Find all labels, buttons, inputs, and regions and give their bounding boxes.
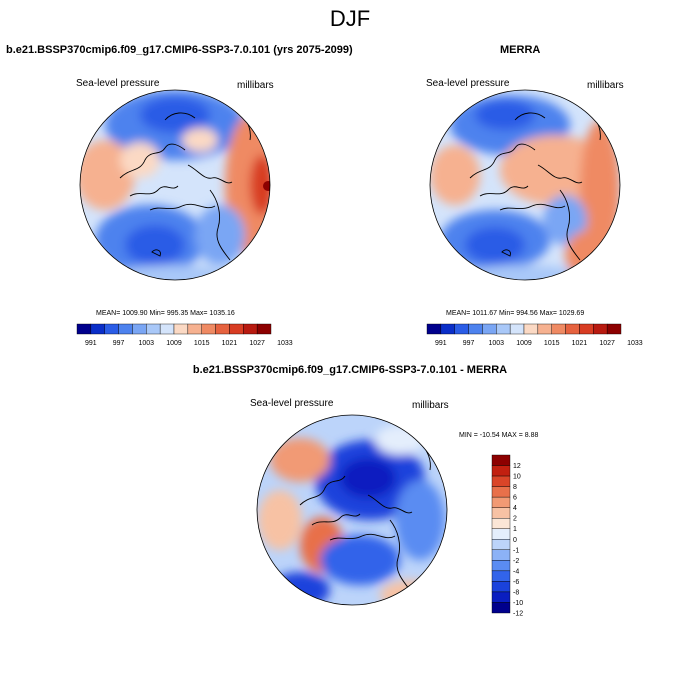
obs-colorbar-tick-label: 1033: [627, 340, 643, 347]
model-colorbar-swatch: [187, 323, 202, 335]
obs-colorbar-swatch: [537, 323, 552, 335]
model-stats: MEAN= 1009.90 Min= 995.35 Max= 1035.16: [96, 310, 235, 317]
diff-colorbar-tick-label: -12: [513, 611, 523, 618]
obs-colorbar-tick-label: 997: [463, 340, 475, 347]
obs-colorbar-tick-label: 1021: [572, 340, 588, 347]
diff-colorbar-tick-label: 2: [513, 516, 517, 523]
obs-colorbar-swatch: [482, 323, 497, 335]
obs-colorbar-swatch: [440, 323, 455, 335]
diff-colorbar-swatch: [491, 507, 511, 519]
model-colorbar-tick-label: 1021: [222, 340, 238, 347]
obs-colorbar-swatch: [593, 323, 608, 335]
model-panel-title: b.e21.BSSP370cmip6.f09_g17.CMIP6-SSP3-7.…: [6, 44, 353, 56]
model-colorbar-tick-label: 1027: [249, 340, 265, 347]
diff-colorbar-swatch: [491, 602, 511, 614]
obs-units-label: millibars: [587, 80, 624, 91]
diff-colorbar-tick-label: 12: [513, 463, 521, 470]
diff-colorbar-tick-label: 10: [513, 474, 521, 481]
diff-colorbar-swatch: [491, 486, 511, 498]
model-units-label: millibars: [237, 80, 274, 91]
diff-colorbar-swatch: [491, 591, 511, 603]
model-colorbar-tick-label: 1033: [277, 340, 293, 347]
obs-colorbar-swatch: [426, 323, 442, 335]
obs-colorbar-swatch: [454, 323, 469, 335]
diff-colorbar-tick-label: 1: [513, 526, 517, 533]
model-colorbar: 991 997 1003 1009 1015 1021 1027 1033: [76, 323, 293, 347]
obs-colorbar-tick-label: 1027: [599, 340, 615, 347]
model-colorbar-tick-label: 1015: [194, 340, 210, 347]
diff-colorbar-swatch: [491, 539, 511, 550]
obs-colorbar-swatch: [523, 323, 539, 335]
diff-stats: MIN = -10.54 MAX = 8.88: [459, 432, 539, 439]
obs-polar-map: [429, 89, 621, 281]
diff-colorbar-swatch: [491, 549, 511, 561]
diff-colorbar-swatch: [491, 454, 511, 466]
diff-colorbar-tick-label: -6: [513, 579, 519, 586]
model-colorbar-swatch: [256, 323, 272, 335]
model-colorbar-swatch: [229, 323, 244, 335]
diff-panel-title: b.e21.BSSP370cmip6.f09_g17.CMIP6-SSP3-7.…: [192, 364, 508, 376]
obs-colorbar-swatch: [551, 323, 566, 335]
diff-colorbar-tick-label: -10: [513, 600, 523, 607]
model-colorbar-swatch: [201, 323, 216, 335]
model-variable-label: Sea-level pressure: [76, 78, 160, 89]
obs-stats: MEAN= 1011.67 Min= 994.56 Max= 1029.69: [446, 310, 585, 317]
diff-colorbar-tick-label: 0: [513, 537, 517, 544]
model-colorbar-swatch: [243, 323, 258, 335]
diff-colorbar-swatch: [491, 528, 511, 540]
model-colorbar-swatch: [132, 323, 147, 335]
model-colorbar-tick-label: 997: [113, 340, 125, 347]
obs-colorbar-swatch: [565, 323, 580, 335]
model-colorbar-swatch: [146, 323, 161, 335]
obs-variable-label: Sea-level pressure: [426, 78, 510, 89]
diff-colorbar-tick-label: 8: [513, 484, 517, 491]
diff-colorbar-tick-label: 6: [513, 495, 517, 502]
diff-colorbar-swatch: [491, 518, 511, 529]
obs-colorbar-swatch: [468, 323, 483, 335]
diff-polar-map: [256, 414, 448, 606]
diff-colorbar-swatch: [491, 570, 511, 582]
diff-colorbar-swatch: [491, 475, 511, 487]
model-colorbar-swatch: [159, 323, 175, 335]
model-colorbar-tick-label: 1009: [166, 340, 182, 347]
obs-colorbar-tick-label: 1015: [544, 340, 560, 347]
model-colorbar-swatch: [118, 323, 133, 335]
model-colorbar-tick-label: 1003: [138, 340, 154, 347]
model-colorbar-swatch: [215, 323, 230, 335]
diff-colorbar-tick-label: -1: [513, 547, 519, 554]
obs-colorbar-swatch: [606, 323, 622, 335]
diff-colorbar-tick-label: -2: [513, 558, 519, 565]
model-colorbar-swatch: [90, 323, 105, 335]
diff-colorbar-swatch: [491, 465, 511, 477]
diff-units-label: millibars: [412, 400, 449, 411]
model-colorbar-swatch: [76, 323, 92, 335]
model-polar-map: [79, 89, 271, 281]
obs-colorbar-swatch: [496, 323, 511, 335]
obs-colorbar: 991 997 1003 1009 1015 1021 1027 1033: [426, 323, 643, 347]
model-colorbar-tick-label: 991: [85, 340, 97, 347]
diff-variable-label: Sea-level pressure: [250, 398, 334, 409]
diff-colorbar-tick-label: 4: [513, 505, 517, 512]
diff-colorbar-tick-label: -8: [513, 589, 519, 596]
model-colorbar-swatch: [173, 323, 189, 335]
obs-colorbar-swatch: [509, 323, 525, 335]
obs-colorbar-tick-label: 1009: [516, 340, 532, 347]
obs-colorbar-tick-label: 991: [435, 340, 447, 347]
diff-colorbar-tick-label: -4: [513, 568, 519, 575]
obs-panel-title: MERRA: [500, 44, 541, 56]
diff-colorbar-swatch: [491, 560, 511, 572]
model-colorbar-swatch: [104, 323, 119, 335]
season-title: DJF: [329, 6, 371, 31]
diff-colorbar-swatch: [491, 496, 511, 508]
obs-colorbar-swatch: [579, 323, 594, 335]
obs-colorbar-tick-label: 1003: [488, 340, 504, 347]
diff-colorbar-swatch: [491, 581, 511, 593]
